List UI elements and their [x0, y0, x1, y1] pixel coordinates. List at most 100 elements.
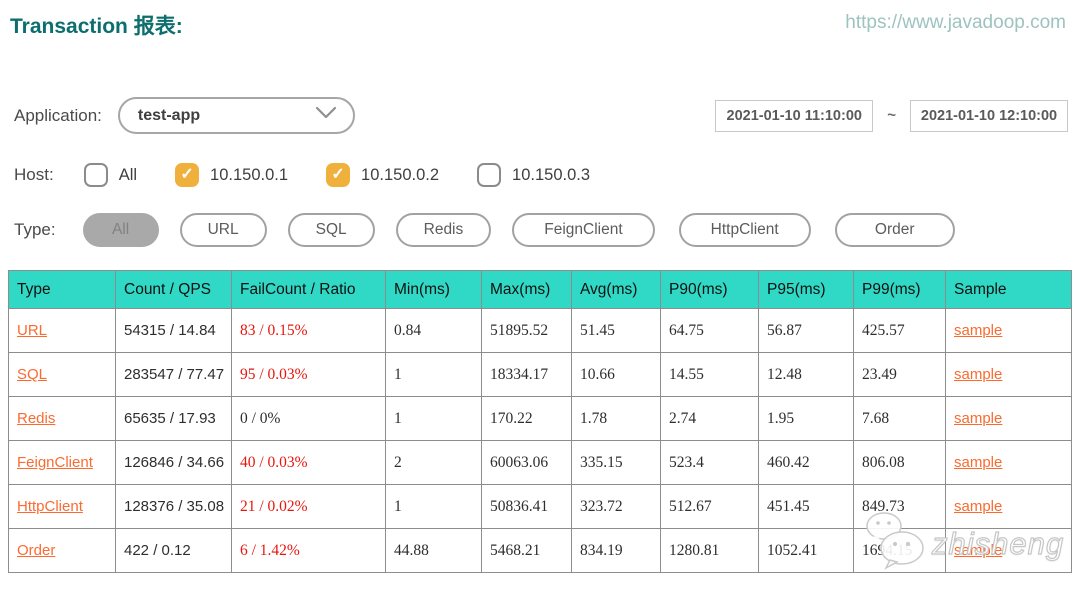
sample-link-cell: sample [945, 396, 1072, 441]
host-option-label: 10.150.0.3 [512, 165, 591, 184]
p99-cell: 849.73 [853, 484, 946, 529]
count-qps-cell: 126846 / 34.66 [115, 440, 232, 485]
p99-cell: 23.49 [853, 352, 946, 397]
failcount-ratio-cell: 21 / 0.02% [231, 484, 386, 529]
type-button-httpclient[interactable]: HttpClient [678, 213, 811, 247]
p99-cell: 806.08 [853, 440, 946, 485]
host-option-label: 10.150.0.2 [361, 165, 440, 184]
application-dropdown-value: test-app [137, 106, 201, 124]
host-option-all[interactable]: All [83, 163, 138, 187]
sample-link[interactable]: sample [954, 322, 1003, 339]
type-link-cell: SQL [8, 352, 116, 397]
failcount-ratio-cell: 6 / 1.42% [231, 528, 386, 573]
column-header-failcount-ratio: FailCount / Ratio [231, 270, 386, 309]
p99-cell: 7.68 [853, 396, 946, 441]
failcount-ratio-cell: 40 / 0.03% [231, 440, 386, 485]
p95-cell: 1052.41 [758, 528, 854, 573]
failcount-ratio-cell: 95 / 0.03% [231, 352, 386, 397]
table-row-sql: SQL 283547 / 77.47 95 / 0.03% 1 18334.17 10.6… [8, 352, 1072, 397]
sample-link-cell: sample [945, 440, 1072, 485]
topbar: Transaction 报表: https://www.javadoop.com [0, 0, 1080, 40]
date-end-input[interactable]: 2021-01-10 12:10:00 [910, 99, 1068, 132]
failcount-ratio-cell: 0 / 0% [231, 396, 386, 441]
host-option-label: 10.150.0.1 [210, 165, 289, 184]
type-row: Type: All URL SQL Redis FeignClient HttpClien… [14, 213, 1080, 247]
table-row-feignclient: FeignClient 126846 / 34.66 40 / 0.03% 2 6006… [8, 440, 1072, 485]
avg-cell: 335.15 [571, 440, 661, 485]
checkbox-checked-icon[interactable]: ✓ [175, 163, 200, 187]
count-qps-cell: 54315 / 14.84 [115, 308, 232, 353]
type-link-cell: HttpClient [8, 484, 116, 529]
type-button-order[interactable]: Order [834, 213, 955, 247]
type-button-url[interactable]: URL [179, 213, 267, 247]
chevron-down-icon [315, 106, 337, 125]
min-cell: 1 [385, 396, 482, 441]
avg-cell: 1.78 [571, 396, 661, 441]
min-cell: 44.88 [385, 528, 482, 573]
type-link[interactable]: Redis [17, 410, 56, 427]
max-cell: 60063.06 [481, 440, 572, 485]
avg-cell: 834.19 [571, 528, 661, 573]
application-dropdown[interactable]: test-app [117, 97, 355, 134]
avg-cell: 10.66 [571, 352, 661, 397]
sample-link[interactable]: sample [954, 542, 1003, 559]
sample-link[interactable]: sample [954, 454, 1003, 471]
table-row-order: Order 422 / 0.12 6 / 1.42% 44.88 5468.21 834.… [8, 528, 1072, 573]
table-header-row: Type Count / QPS FailCount / Ratio Min(ms) M… [8, 270, 1072, 309]
count-qps-cell: 128376 / 35.08 [115, 484, 232, 529]
avg-cell: 323.72 [571, 484, 661, 529]
table-row-httpclient: HttpClient 128376 / 35.08 21 / 0.02% 1 50836… [8, 484, 1072, 529]
max-cell: 50836.41 [481, 484, 572, 529]
column-header-count-qps: Count / QPS [115, 270, 232, 309]
max-cell: 18334.17 [481, 352, 572, 397]
p90-cell: 2.74 [660, 396, 759, 441]
p90-cell: 64.75 [660, 308, 759, 353]
application-field: Application: test-app [14, 97, 355, 134]
avg-cell: 51.45 [571, 308, 661, 353]
p95-cell: 12.48 [758, 352, 854, 397]
max-cell: 5468.21 [481, 528, 572, 573]
host-option-10-150-0-2[interactable]: ✓ 10.150.0.2 [326, 163, 439, 187]
host-label: Host: [14, 165, 54, 184]
sample-link[interactable]: sample [954, 498, 1003, 515]
type-button-redis[interactable]: Redis [395, 213, 492, 247]
table-body: URL 54315 / 14.84 83 / 0.15% 0.84 51895.52 51… [8, 308, 1072, 573]
type-link[interactable]: URL [17, 322, 48, 339]
host-option-label: All [118, 165, 138, 184]
p90-cell: 1280.81 [660, 528, 759, 573]
date-range-separator: ~ [887, 107, 896, 124]
p90-cell: 512.67 [660, 484, 759, 529]
sample-link[interactable]: sample [954, 410, 1003, 427]
column-header-max-ms-: Max(ms) [481, 270, 572, 309]
check-icon: ✓ [331, 166, 345, 183]
page-title: Transaction 报表: [10, 15, 183, 38]
type-link[interactable]: Order [17, 542, 56, 559]
type-link[interactable]: FeignClient [17, 454, 93, 471]
type-link[interactable]: SQL [17, 366, 48, 383]
host-option-10-150-0-3[interactable]: 10.150.0.3 [477, 163, 590, 187]
table-row-redis: Redis 65635 / 17.93 0 / 0% 1 170.22 1.78 2.74 1… [8, 396, 1072, 441]
checkbox-unchecked-icon[interactable] [83, 163, 108, 187]
type-button-sql[interactable]: SQL [287, 213, 375, 247]
host-row: Host: All ✓ 10.150.0.1 ✓ 10.150.0.2 10.150.0.… [14, 163, 1080, 187]
checkbox-checked-icon[interactable]: ✓ [326, 163, 351, 187]
type-link-cell: Order [8, 528, 116, 573]
min-cell: 2 [385, 440, 482, 485]
p99-cell: 1694.15 [853, 528, 946, 573]
min-cell: 1 [385, 484, 482, 529]
p90-cell: 523.4 [660, 440, 759, 485]
host-option-10-150-0-1[interactable]: ✓ 10.150.0.1 [175, 163, 288, 187]
column-header-sample: Sample [945, 270, 1072, 309]
max-cell: 51895.52 [481, 308, 572, 353]
table-row-url: URL 54315 / 14.84 83 / 0.15% 0.84 51895.52 51… [8, 308, 1072, 353]
sample-link-cell: sample [945, 352, 1072, 397]
type-button-all[interactable]: All [82, 213, 159, 247]
type-link[interactable]: HttpClient [17, 498, 83, 515]
date-start-input[interactable]: 2021-01-10 11:10:00 [715, 99, 874, 132]
type-button-feignclient[interactable]: FeignClient [512, 213, 655, 247]
sample-link[interactable]: sample [954, 366, 1003, 383]
checkbox-unchecked-icon[interactable] [477, 163, 502, 187]
p95-cell: 1.95 [758, 396, 854, 441]
column-header-min-ms-: Min(ms) [385, 270, 482, 309]
